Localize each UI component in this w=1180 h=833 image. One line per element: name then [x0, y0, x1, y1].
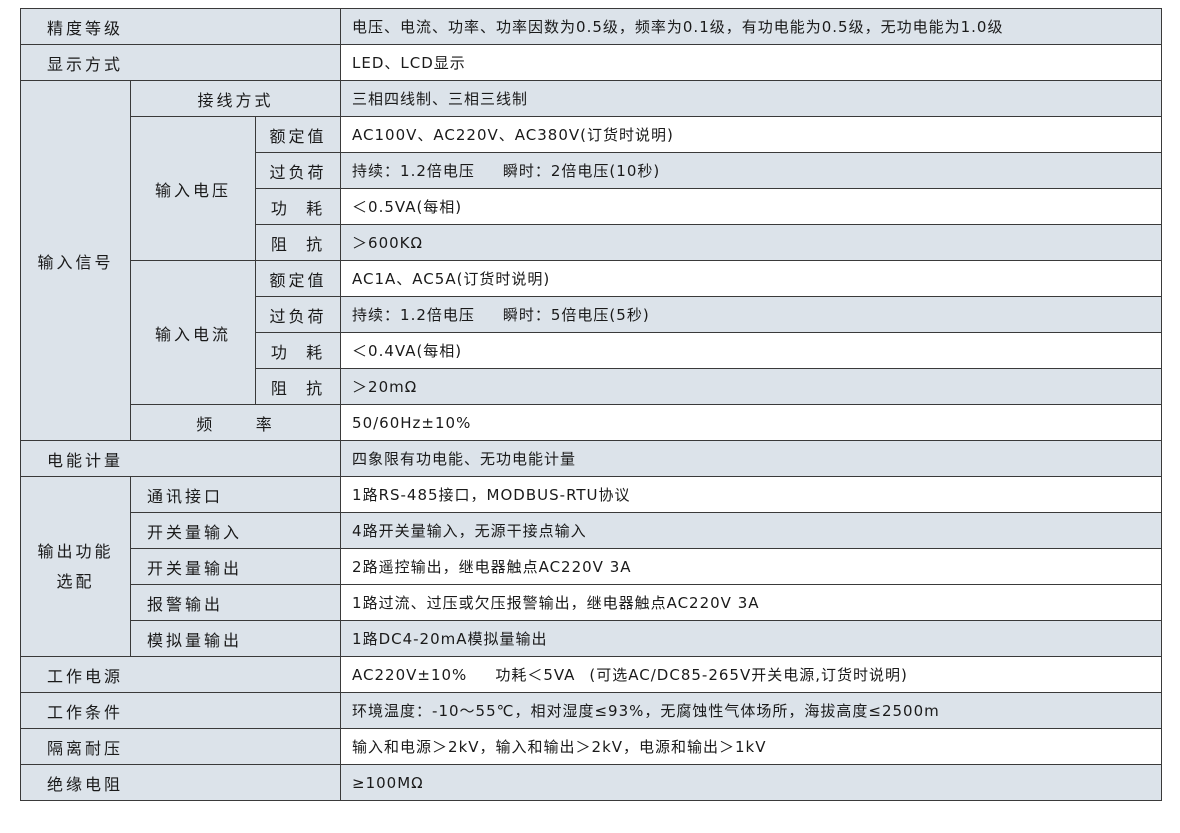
- row-current-overload: 过负荷 持续：1.2倍电压 瞬时：5倍电压(5秒): [21, 296, 1162, 333]
- value-display: LED、LCD显示: [340, 44, 1162, 81]
- row-voltage-impedance: 阻 抗 ＞600KΩ: [21, 224, 1162, 261]
- label-wiring: 接线方式: [129, 80, 342, 117]
- label-alarm: 报警输出: [129, 584, 342, 621]
- label-accuracy: 精度等级: [19, 8, 342, 45]
- row-do: 开关量输出 2路遥控输出，继电器触点AC220V 3A: [21, 548, 1162, 585]
- label-voltage-impedance: 阻 抗: [254, 224, 342, 261]
- value-current-overload-instant: 瞬时：5倍电压(5秒): [502, 306, 650, 324]
- row-alarm: 报警输出 1路过流、过压或欠压报警输出，继电器触点AC220V 3A: [21, 584, 1162, 621]
- label-input-voltage: 输入电压: [130, 116, 256, 261]
- value-alarm: 1路过流、过压或欠压报警输出，继电器触点AC220V 3A: [340, 584, 1162, 621]
- label-current-power: 功 耗: [254, 332, 342, 369]
- value-voltage-overload: 持续：1.2倍电压 瞬时：2倍电压(10秒): [340, 152, 1162, 189]
- label-current-overload: 过负荷: [254, 296, 342, 333]
- label-insulation: 绝缘电阻: [19, 764, 342, 801]
- label-voltage-overload: 过负荷: [254, 152, 342, 189]
- spec-table: 精度等级 电压、电流、功率、功率因数为0.5级，频率为0.1级，有功电能为0.5…: [19, 8, 1162, 801]
- value-wiring: 三相四线制、三相三线制: [340, 80, 1162, 117]
- label-voltage-power: 功 耗: [254, 188, 342, 225]
- row-conditions: 工作条件 环境温度：-10～55℃，相对湿度≤93%，无腐蚀性气体场所，海拔高度…: [19, 692, 1162, 729]
- value-power-supply-voltage: AC220V±10%: [352, 666, 468, 684]
- value-insulation: ≥100MΩ: [340, 764, 1162, 801]
- label-frequency: 频 率: [129, 404, 342, 441]
- value-current-overload: 持续：1.2倍电压 瞬时：5倍电压(5秒): [340, 296, 1162, 333]
- label-conditions: 工作条件: [19, 692, 342, 729]
- label-power-supply: 工作电源: [19, 656, 342, 693]
- label-current-impedance: 阻 抗: [254, 368, 342, 405]
- row-accuracy: 精度等级 电压、电流、功率、功率因数为0.5级，频率为0.1级，有功电能为0.5…: [19, 8, 1162, 45]
- label-output: 输出功能 选配: [20, 476, 131, 657]
- row-voltage-power: 功 耗 ＜0.5VA(每相): [21, 188, 1162, 225]
- row-voltage-rated: 输入电压 额定值 AC100V、AC220V、AC380V(订货时说明): [21, 116, 1162, 261]
- row-display: 显示方式 LED、LCD显示: [19, 44, 1162, 81]
- row-frequency: 频 率 50/60Hz±10%: [21, 404, 1162, 441]
- value-isolation: 输入和电源＞2kV，输入和输出＞2kV，电源和输出＞1kV: [340, 728, 1162, 765]
- value-analog: 1路DC4-20mA模拟量输出: [340, 620, 1162, 657]
- row-current-power: 功 耗 ＜0.4VA(每相): [21, 332, 1162, 369]
- label-isolation: 隔离耐压: [19, 728, 342, 765]
- row-comm: 输出功能选配 通讯接口 1路RS-485接口，MODBUS-RTU协议: [20, 476, 1162, 657]
- label-do: 开关量输出: [129, 548, 342, 585]
- value-voltage-rated: AC100V、AC220V、AC380V(订货时说明): [340, 116, 1162, 153]
- label-output-line1: 输出功能: [37, 541, 114, 561]
- value-power-supply-option: (可选AC/DC85-265V开关电源,订货时说明): [589, 666, 908, 684]
- label-input-signal: 输入信号: [20, 80, 131, 441]
- label-input-current: 输入电流: [130, 260, 256, 405]
- value-conditions: 环境温度：-10～55℃，相对湿度≤93%，无腐蚀性气体场所，海拔高度≤2500…: [340, 692, 1162, 729]
- row-analog: 模拟量输出 1路DC4-20mA模拟量输出: [21, 620, 1162, 657]
- value-current-power: ＜0.4VA(每相): [340, 332, 1162, 369]
- value-current-impedance: ＞20mΩ: [340, 368, 1162, 405]
- row-current-impedance: 阻 抗 ＞20mΩ: [21, 368, 1162, 405]
- label-energy: 电能计量: [19, 440, 342, 477]
- value-energy: 四象限有功电能、无功电能计量: [340, 440, 1162, 477]
- label-current-rated: 额定值: [254, 260, 342, 297]
- value-frequency: 50/60Hz±10%: [340, 404, 1162, 441]
- value-voltage-overload-instant: 瞬时：2倍电压(10秒): [502, 162, 661, 180]
- value-voltage-overload-continuous: 持续：1.2倍电压: [352, 162, 475, 180]
- row-power-supply: 工作电源 AC220V±10% 功耗＜5VA (可选AC/DC85-265V开关电源…: [19, 656, 1162, 693]
- value-voltage-power: ＜0.5VA(每相): [340, 188, 1162, 225]
- label-di: 开关量输入: [129, 512, 342, 549]
- value-power-supply-consumption: 功耗＜5VA: [495, 666, 576, 684]
- value-power-supply: AC220V±10% 功耗＜5VA (可选AC/DC85-265V开关电源,订货时说…: [340, 656, 1162, 693]
- value-current-overload-continuous: 持续：1.2倍电压: [352, 306, 475, 324]
- value-comm: 1路RS-485接口，MODBUS-RTU协议: [340, 476, 1162, 513]
- value-do: 2路遥控输出，继电器触点AC220V 3A: [340, 548, 1162, 585]
- row-voltage-overload: 过负荷 持续：1.2倍电压 瞬时：2倍电压(10秒): [21, 152, 1162, 189]
- value-di: 4路开关量输入，无源干接点输入: [340, 512, 1162, 549]
- label-analog: 模拟量输出: [129, 620, 342, 657]
- label-output-line2: 选配: [56, 571, 95, 591]
- row-di: 开关量输入 4路开关量输入，无源干接点输入: [21, 512, 1162, 549]
- value-voltage-impedance: ＞600KΩ: [340, 224, 1162, 261]
- row-isolation: 隔离耐压 输入和电源＞2kV，输入和输出＞2kV，电源和输出＞1kV: [19, 728, 1162, 765]
- label-display: 显示方式: [19, 44, 342, 81]
- row-current-rated: 输入电流 额定值 AC1A、AC5A(订货时说明): [21, 260, 1162, 405]
- value-current-rated: AC1A、AC5A(订货时说明): [340, 260, 1162, 297]
- label-comm: 通讯接口: [129, 476, 342, 513]
- row-energy: 电能计量 四象限有功电能、无功电能计量: [19, 440, 1162, 477]
- row-insulation: 绝缘电阻 ≥100MΩ: [19, 764, 1162, 801]
- label-voltage-rated: 额定值: [254, 116, 342, 153]
- row-wiring: 输入信号 接线方式 三相四线制、三相三线制: [20, 80, 1162, 441]
- value-accuracy: 电压、电流、功率、功率因数为0.5级，频率为0.1级，有功电能为0.5级，无功电…: [340, 8, 1162, 45]
